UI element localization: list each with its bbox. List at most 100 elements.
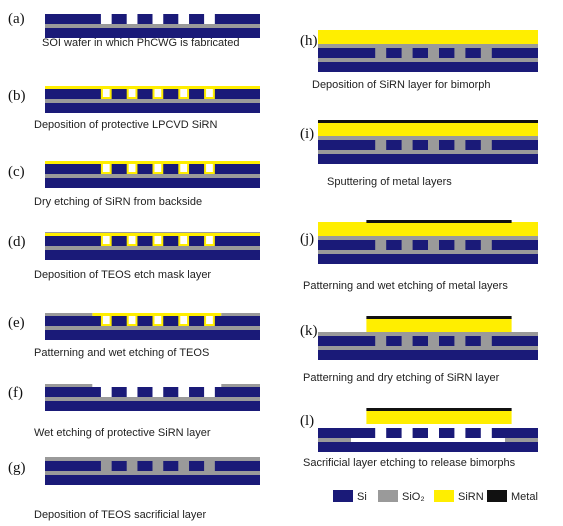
cross-section [45,232,260,260]
hole [375,48,386,58]
step-caption: Patterning and wet etching of TEOS [34,347,209,359]
teos-layer [318,236,538,240]
cross-section [45,313,260,340]
legend-label: SiRN [458,491,484,503]
hole [454,140,465,150]
hole [101,14,112,24]
hole [206,236,213,244]
sirn-layer [92,313,221,316]
oxide [45,326,260,330]
step-label: (j) [300,231,314,247]
oxide [318,438,351,442]
hole [206,316,213,324]
metal-layer [318,120,538,123]
step-label: (g) [8,460,26,476]
oxide [318,150,538,154]
oxide [318,346,538,350]
hole [103,236,110,244]
hole [155,236,162,244]
hole [103,89,110,97]
bimorph-sirn [366,318,511,332]
hole [129,316,136,324]
cross-section [318,120,538,164]
step-caption: Wet etching of protective SiRN layer [34,427,211,439]
hole [153,461,164,471]
hole [153,387,164,397]
hole [127,461,138,471]
hole [375,140,386,150]
hole [454,48,465,58]
teos-mask [221,313,260,316]
legend-label: Metal [511,491,538,503]
hole [178,14,189,24]
hole [155,89,162,97]
hole [481,240,492,250]
cross-section [318,30,538,72]
step-caption: Patterning and wet etching of metal laye… [303,280,508,292]
substrate [45,250,260,260]
cross-section [318,220,538,264]
bimorph-sirn [318,122,538,136]
metal-layer [366,316,511,319]
substrate [45,178,260,188]
oxide [45,246,260,250]
hole [481,48,492,58]
teos-layer [318,332,538,336]
hole [204,461,215,471]
hole [101,461,112,471]
hole [481,140,492,150]
hole [454,240,465,250]
step-label: (d) [8,234,26,250]
oxide [45,471,260,475]
substrate [45,330,260,340]
step-caption: Sputtering of metal layers [327,176,452,188]
sirn-layer [45,161,260,164]
step-label: (k) [300,323,318,339]
step-label: (b) [8,88,26,104]
step-caption: Patterning and dry etching of SiRN layer [303,372,500,384]
hole [101,387,112,397]
hole [206,164,213,172]
hole [103,164,110,172]
hole [375,336,386,346]
substrate [318,254,538,264]
substrate [45,401,260,411]
hole [129,236,136,244]
substrate [45,103,260,113]
hole [180,164,187,172]
hole [155,164,162,172]
substrate [318,154,538,164]
process-diagram: (a)SOI wafer in which PhCWG is fabricate… [0,0,563,526]
bimorph-sirn [366,410,511,424]
sirn-layer [45,233,260,236]
hole [180,316,187,324]
substrate [318,350,538,360]
hole [428,428,439,438]
step-caption: Deposition of TEOS etch mask layer [34,269,211,281]
hole [481,336,492,346]
legend-swatch [333,490,353,502]
step-caption: Sacrificial layer etching to release bim… [303,457,516,469]
hole [178,461,189,471]
teos-layer [318,44,538,48]
oxide [45,24,260,28]
step-label: (h) [300,33,318,49]
step-label: (f) [8,385,23,401]
step-caption: SOI wafer in which PhCWG is fabricated [42,37,239,49]
substrate [318,442,538,452]
oxide [318,250,538,254]
hole [375,428,386,438]
metal-layer [366,220,511,223]
substrate [45,475,260,485]
legend-swatch [378,490,398,502]
hole [204,387,215,397]
hole [454,336,465,346]
oxide [45,397,260,401]
hole [129,164,136,172]
hole [375,240,386,250]
bimorph-sirn [318,30,538,44]
oxide [45,174,260,178]
hole [402,336,413,346]
step-caption: Deposition of SiRN layer for bimorph [312,79,491,91]
legend-swatch [487,490,507,502]
